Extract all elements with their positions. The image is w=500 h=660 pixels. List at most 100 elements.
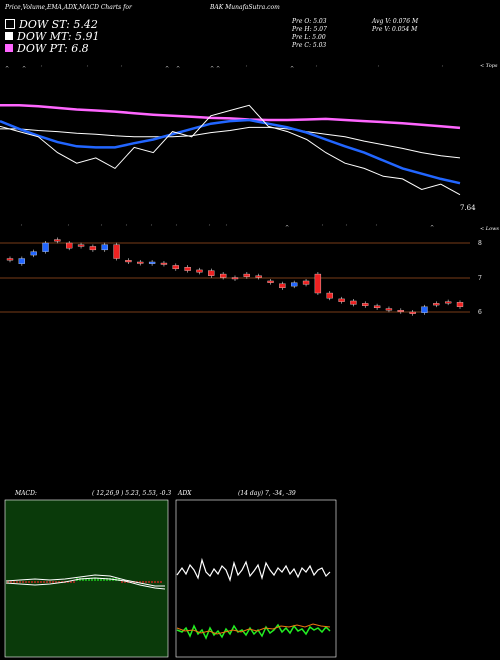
svg-text:^: ^ (290, 66, 294, 72)
adx-panel (175, 499, 337, 658)
legend-label-pt: DOW PT: 6.8 (17, 41, 89, 55)
svg-text:´: ´ (315, 66, 318, 72)
ema-series-line-2 (0, 118, 461, 185)
candle (409, 311, 416, 314)
pre-volume: Pre V: 0.054 M (372, 26, 418, 33)
candle (231, 277, 239, 280)
legend-dow-mt: DOW MT: 5.91 (5, 29, 100, 43)
candle (30, 251, 37, 256)
candle (385, 308, 393, 311)
candle (137, 261, 144, 264)
candle (279, 283, 286, 288)
svg-text:´: ´ (375, 225, 378, 231)
candle (373, 305, 381, 309)
price-level-6: 6 (478, 309, 482, 316)
candle (267, 280, 274, 283)
chart-symbol: BAK MunafaSutra.com (210, 4, 280, 11)
macd-panel (4, 499, 169, 658)
adx-label: ADX (178, 490, 192, 497)
candle (113, 244, 120, 259)
svg-text:^: ^ (210, 66, 214, 72)
svg-text:^: ^ (22, 66, 26, 72)
last-price-label: 7.64 (460, 204, 476, 212)
candle (445, 301, 452, 304)
candle (338, 298, 345, 302)
svg-text:´: ´ (175, 225, 178, 231)
svg-text:´: ´ (40, 66, 43, 72)
svg-text:´: ´ (441, 66, 444, 72)
svg-text:´: ´ (245, 66, 248, 72)
svg-text:´: ´ (377, 66, 380, 72)
candle (18, 258, 25, 264)
svg-text:´: ´ (321, 225, 324, 231)
candle (66, 242, 73, 249)
ema-lines (0, 104, 461, 196)
tick-marks: ^ ^ ´ ´ ´ ^ ^ ^ ^ ´ ^ ´ ´ ´ ´ ´ ´ ´ ´ ´ ´ ´ ^ ´ ´ ´ ^ (5, 66, 444, 231)
svg-text:´: ´ (67, 225, 70, 231)
macd-params: ( 12,26,9 ) 5.23, 5.53, -0.3 (92, 490, 172, 497)
candle (42, 242, 49, 252)
legend-swatch-pt (5, 44, 13, 52)
candle (291, 282, 298, 287)
price-level-7: 7 (478, 275, 482, 282)
legend-swatch-st (5, 19, 15, 29)
macd-line (5, 574, 165, 587)
candle (456, 302, 464, 307)
adx-params: (14 day) 7, -34, -39 (238, 490, 296, 497)
candle (172, 265, 179, 270)
candle (255, 275, 262, 278)
avg-volume: Avg V: 0.076 M (372, 18, 419, 25)
macd-label: MACD: (15, 490, 37, 497)
candle (148, 261, 156, 264)
svg-text:^: ^ (5, 66, 9, 72)
adx-plus-di-line (176, 557, 331, 582)
svg-text:´: ´ (208, 225, 211, 231)
candle (220, 273, 227, 278)
tops-label: < Tops (480, 63, 498, 69)
pre-high: Pre H: 5.07 (292, 26, 327, 33)
legend-label-mt: DOW MT: 5.91 (17, 29, 100, 43)
svg-text:^: ^ (430, 225, 434, 231)
legend-swatch-mt (5, 32, 13, 40)
ema-series-line-0 (0, 104, 461, 130)
candle (184, 266, 191, 271)
svg-text:^: ^ (165, 66, 169, 72)
lows-label: < Lows (480, 226, 499, 232)
pre-open: Pre O: 5.03 (292, 18, 327, 25)
adx-line (176, 623, 331, 635)
svg-text:^: ^ (285, 225, 289, 231)
candle (89, 246, 97, 251)
candle (6, 258, 14, 261)
pre-low: Pre L: 5.00 (292, 34, 326, 41)
svg-text:´: ´ (120, 66, 123, 72)
svg-text:´: ´ (150, 225, 153, 231)
candle (421, 306, 428, 313)
pre-close: Pre C: 5.03 (292, 42, 327, 49)
candle (196, 269, 203, 273)
legend-label-st: DOW ST: 5.42 (19, 17, 98, 31)
svg-text:^: ^ (216, 66, 220, 72)
candle (54, 239, 61, 242)
candle (302, 280, 310, 285)
candle (397, 310, 404, 312)
ema-series-line-3 (0, 104, 461, 196)
legend-dow-st: DOW ST: 5.42 (5, 17, 98, 31)
candle (350, 300, 357, 305)
ema-series-line-1 (0, 126, 461, 159)
candle (77, 244, 85, 247)
candles (6, 237, 464, 316)
candle (160, 262, 168, 265)
legend-dow-pt: DOW PT: 6.8 (5, 41, 89, 55)
svg-text:´: ´ (225, 225, 228, 231)
candle (362, 303, 369, 306)
candle (208, 270, 215, 276)
candle (433, 303, 440, 306)
macd-signal-line (5, 577, 166, 590)
svg-text:´: ´ (86, 66, 89, 72)
price-level-8: 8 (478, 240, 482, 247)
chart-title: Price,Volume,EMA,ADX,MACD Charts for (5, 4, 132, 11)
candle (326, 292, 333, 299)
candle (125, 260, 132, 263)
svg-text:´: ´ (20, 225, 23, 231)
